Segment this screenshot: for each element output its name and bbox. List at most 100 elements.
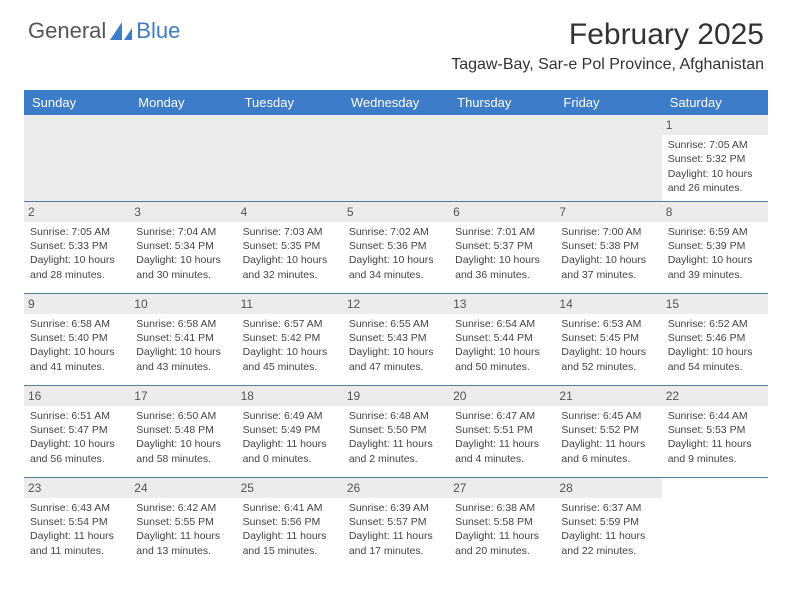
day-header: Tuesday [237,90,343,115]
calendar-table: SundayMondayTuesdayWednesdayThursdayFrid… [24,90,768,569]
day-details: Sunrise: 7:05 AMSunset: 5:33 PMDaylight:… [30,225,124,282]
day-number: 28 [555,478,661,498]
day-details: Sunrise: 6:45 AMSunset: 5:52 PMDaylight:… [561,409,655,466]
day-number: 2 [24,202,130,222]
calendar-cell: 11 Sunrise: 6:57 AMSunset: 5:42 PMDayligh… [237,293,343,385]
calendar-cell: 8Sunrise: 6:59 AMSunset: 5:39 PMDaylight… [662,201,768,293]
day-number: 14 [555,294,661,314]
calendar-header-row: SundayMondayTuesdayWednesdayThursdayFrid… [24,90,768,115]
calendar-cell: 20 Sunrise: 6:47 AMSunset: 5:51 PMDayligh… [449,385,555,477]
calendar-cell: 2 Sunrise: 7:05 AMSunset: 5:33 PMDaylight… [24,201,130,293]
day-number: 19 [343,386,449,406]
day-details: Sunrise: 6:54 AMSunset: 5:44 PMDaylight:… [455,317,549,374]
day-number: 8 [662,202,768,222]
day-number: 6 [449,202,555,222]
day-number: 26 [343,478,449,498]
day-details: Sunrise: 6:52 AMSunset: 5:46 PMDaylight:… [668,317,762,374]
day-details: Sunrise: 6:38 AMSunset: 5:58 PMDaylight:… [455,501,549,558]
calendar-cell: 12 Sunrise: 6:55 AMSunset: 5:43 PMDayligh… [343,293,449,385]
day-number: 15 [662,294,768,314]
day-number: 17 [130,386,236,406]
day-number: 16 [24,386,130,406]
calendar-cell: 3 Sunrise: 7:04 AMSunset: 5:34 PMDaylight… [130,201,236,293]
day-number: 12 [343,294,449,314]
day-number: 21 [555,386,661,406]
calendar-cell: 21 Sunrise: 6:45 AMSunset: 5:52 PMDayligh… [555,385,661,477]
calendar-cell: 26 Sunrise: 6:39 AMSunset: 5:57 PMDayligh… [343,477,449,569]
day-details: Sunrise: 7:00 AMSunset: 5:38 PMDaylight:… [561,225,655,282]
day-details: Sunrise: 6:51 AMSunset: 5:47 PMDaylight:… [30,409,124,466]
calendar-cell [343,115,449,201]
day-details: Sunrise: 7:05 AMSunset: 5:32 PMDaylight:… [668,138,762,195]
calendar-cell [24,115,130,201]
calendar-cell: 6 Sunrise: 7:01 AMSunset: 5:37 PMDaylight… [449,201,555,293]
day-number: 23 [24,478,130,498]
calendar-body: 1 Sunrise: 7:05 AMSunset: 5:32 PMDaylight… [24,115,768,569]
calendar-cell [237,115,343,201]
page-header: General Blue February 2025 Tagaw-Bay, Sa… [0,0,792,80]
day-details: Sunrise: 7:04 AMSunset: 5:34 PMDaylight:… [136,225,230,282]
day-details: Sunrise: 6:55 AMSunset: 5:43 PMDaylight:… [349,317,443,374]
day-details: Sunrise: 6:49 AMSunset: 5:49 PMDaylight:… [243,409,337,466]
day-number: 25 [237,478,343,498]
day-number: 20 [449,386,555,406]
calendar-cell: 17 Sunrise: 6:50 AMSunset: 5:48 PMDayligh… [130,385,236,477]
day-number: 22 [662,386,768,406]
day-details: Sunrise: 6:42 AMSunset: 5:55 PMDaylight:… [136,501,230,558]
day-number: 10 [130,294,236,314]
calendar-cell: 24Sunrise: 6:42 AMSunset: 5:55 PMDayligh… [130,477,236,569]
day-details: Sunrise: 6:37 AMSunset: 5:59 PMDaylight:… [561,501,655,558]
day-number: 3 [130,202,236,222]
day-details: Sunrise: 6:58 AMSunset: 5:40 PMDaylight:… [30,317,124,374]
calendar-cell: 4Sunrise: 7:03 AMSunset: 5:35 PMDaylight… [237,201,343,293]
calendar-cell: 1 Sunrise: 7:05 AMSunset: 5:32 PMDaylight… [662,115,768,201]
calendar-cell: 10 Sunrise: 6:58 AMSunset: 5:41 PMDayligh… [130,293,236,385]
day-header: Wednesday [343,90,449,115]
logo-text-general: General [28,18,106,44]
calendar-cell: 14 Sunrise: 6:53 AMSunset: 5:45 PMDayligh… [555,293,661,385]
day-number: 5 [343,202,449,222]
day-details: Sunrise: 7:01 AMSunset: 5:37 PMDaylight:… [455,225,549,282]
calendar-cell: 9 Sunrise: 6:58 AMSunset: 5:40 PMDaylight… [24,293,130,385]
calendar-cell: 23 Sunrise: 6:43 AMSunset: 5:54 PMDayligh… [24,477,130,569]
day-details: Sunrise: 6:50 AMSunset: 5:48 PMDaylight:… [136,409,230,466]
logo-text-blue: Blue [136,18,180,44]
day-header: Monday [130,90,236,115]
day-details: Sunrise: 6:47 AMSunset: 5:51 PMDaylight:… [455,409,549,466]
day-number: 7 [555,202,661,222]
calendar-cell: 15 Sunrise: 6:52 AMSunset: 5:46 PMDayligh… [662,293,768,385]
calendar-cell: 13 Sunrise: 6:54 AMSunset: 5:44 PMDayligh… [449,293,555,385]
calendar-cell: 18 Sunrise: 6:49 AMSunset: 5:49 PMDayligh… [237,385,343,477]
calendar-cell [662,477,768,569]
day-details: Sunrise: 6:43 AMSunset: 5:54 PMDaylight:… [30,501,124,558]
day-header: Saturday [662,90,768,115]
calendar-cell [555,115,661,201]
calendar-cell: 16 Sunrise: 6:51 AMSunset: 5:47 PMDayligh… [24,385,130,477]
day-details: Sunrise: 6:58 AMSunset: 5:41 PMDaylight:… [136,317,230,374]
day-details: Sunrise: 6:48 AMSunset: 5:50 PMDaylight:… [349,409,443,466]
day-number: 9 [24,294,130,314]
day-number: 13 [449,294,555,314]
day-header: Friday [555,90,661,115]
day-details: Sunrise: 7:02 AMSunset: 5:36 PMDaylight:… [349,225,443,282]
calendar-cell: 19 Sunrise: 6:48 AMSunset: 5:50 PMDayligh… [343,385,449,477]
day-number: 18 [237,386,343,406]
logo: General Blue [28,18,180,44]
calendar-cell [130,115,236,201]
day-header: Sunday [24,90,130,115]
day-number: 27 [449,478,555,498]
day-details: Sunrise: 6:39 AMSunset: 5:57 PMDaylight:… [349,501,443,558]
logo-sail-icon [108,20,134,42]
calendar-cell: 25 Sunrise: 6:41 AMSunset: 5:56 PMDayligh… [237,477,343,569]
day-details: Sunrise: 6:44 AMSunset: 5:53 PMDaylight:… [668,409,762,466]
day-number: 4 [237,202,343,222]
day-header: Thursday [449,90,555,115]
day-number: 1 [662,115,768,135]
day-number: 11 [237,294,343,314]
calendar-cell: 7 Sunrise: 7:00 AMSunset: 5:38 PMDaylight… [555,201,661,293]
calendar-cell: 27 Sunrise: 6:38 AMSunset: 5:58 PMDayligh… [449,477,555,569]
day-details: Sunrise: 6:41 AMSunset: 5:56 PMDaylight:… [243,501,337,558]
calendar-cell: 22 Sunrise: 6:44 AMSunset: 5:53 PMDayligh… [662,385,768,477]
day-details: Sunrise: 6:53 AMSunset: 5:45 PMDaylight:… [561,317,655,374]
day-details: Sunrise: 6:57 AMSunset: 5:42 PMDaylight:… [243,317,337,374]
